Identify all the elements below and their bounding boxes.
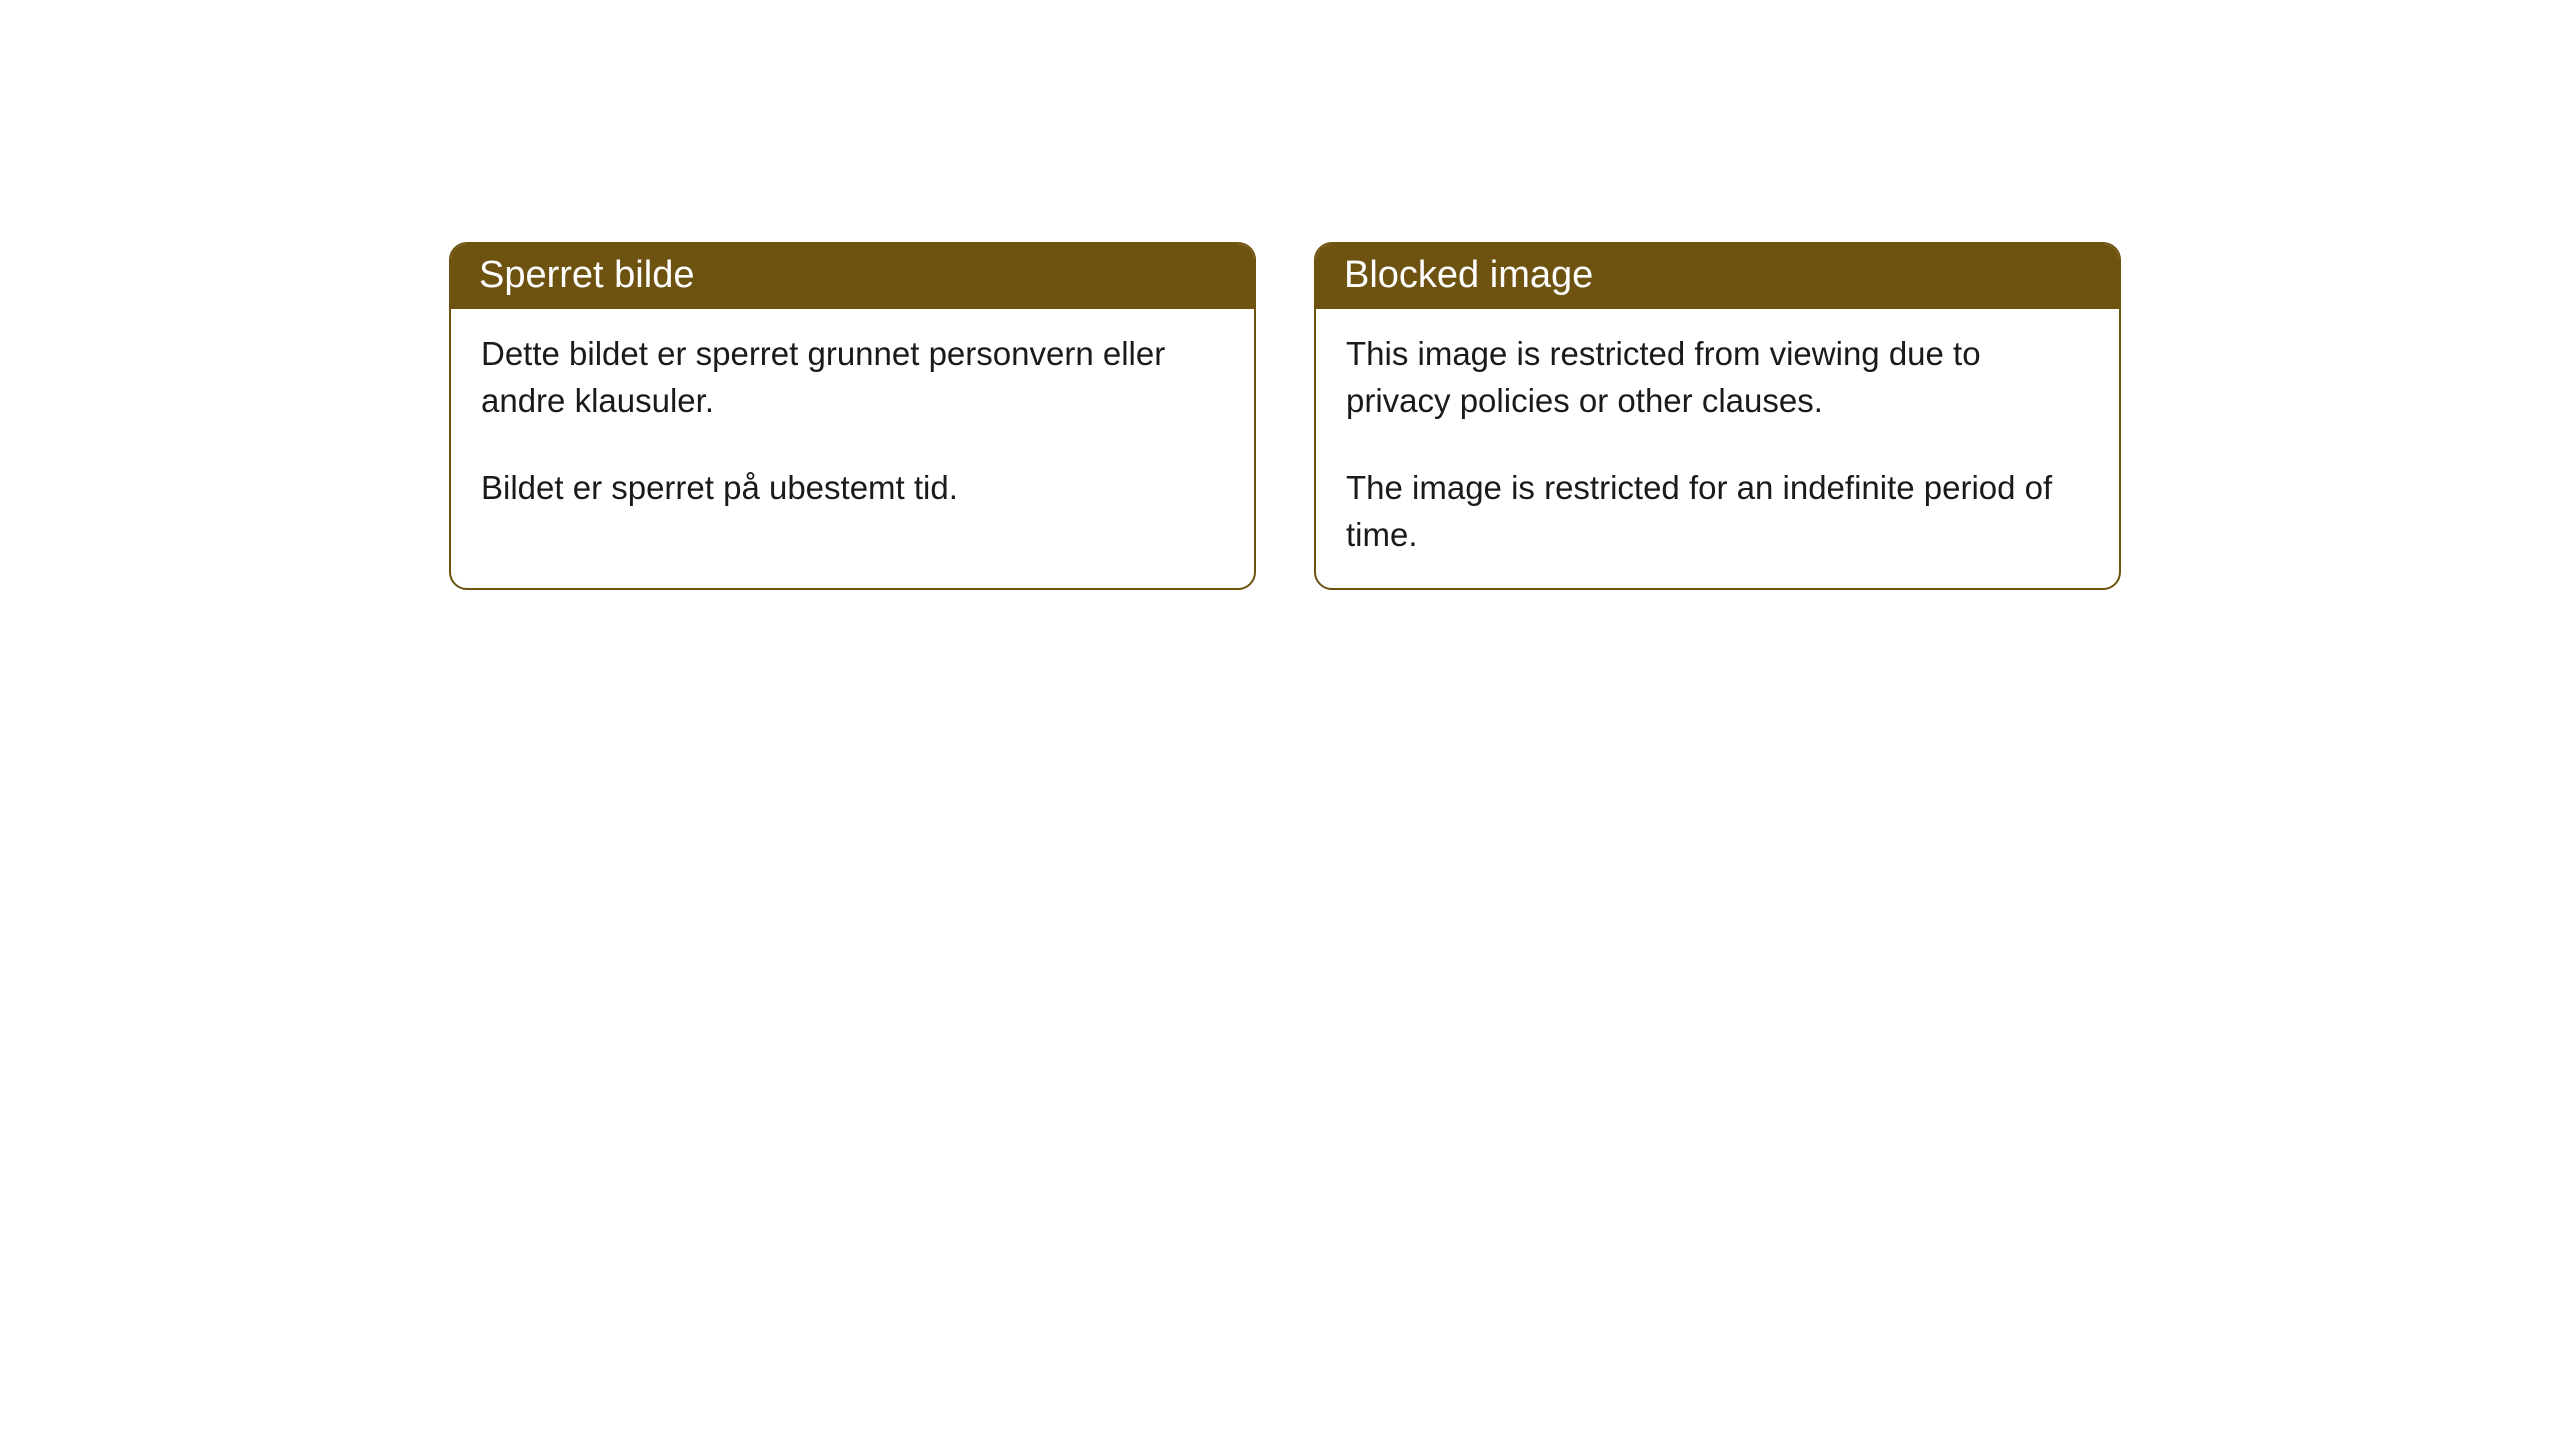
notice-card-english: Blocked image This image is restricted f… <box>1314 242 2121 590</box>
notice-card-norwegian: Sperret bilde Dette bildet er sperret gr… <box>449 242 1256 590</box>
card-paragraph: This image is restricted from viewing du… <box>1346 331 2089 425</box>
card-title: Blocked image <box>1316 244 2119 309</box>
notice-container: Sperret bilde Dette bildet er sperret gr… <box>0 0 2560 590</box>
card-paragraph: Bildet er sperret på ubestemt tid. <box>481 465 1224 512</box>
card-paragraph: The image is restricted for an indefinit… <box>1346 465 2089 559</box>
card-paragraph: Dette bildet er sperret grunnet personve… <box>481 331 1224 425</box>
card-title: Sperret bilde <box>451 244 1254 309</box>
card-body: Dette bildet er sperret grunnet personve… <box>451 309 1254 542</box>
card-body: This image is restricted from viewing du… <box>1316 309 2119 588</box>
